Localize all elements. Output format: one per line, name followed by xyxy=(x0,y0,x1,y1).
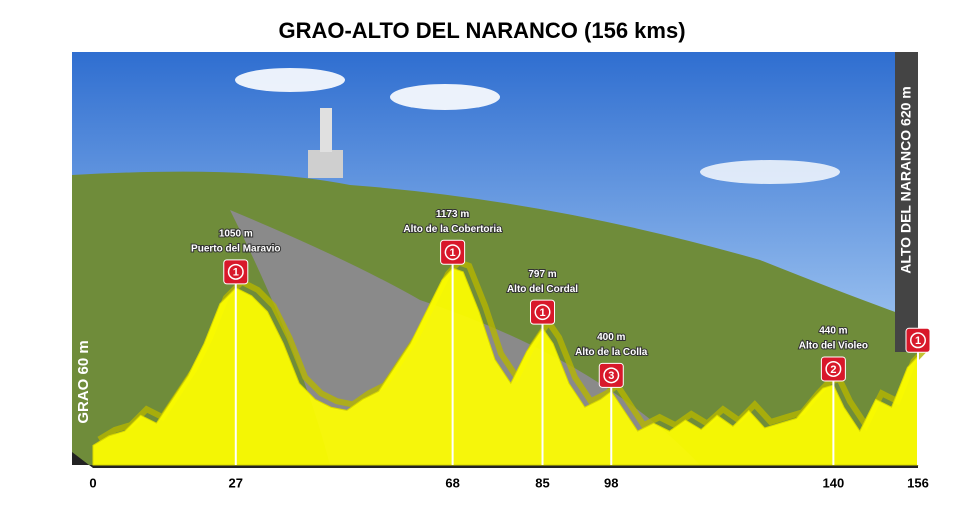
x-tick-label: 140 xyxy=(823,475,845,490)
climb-category: 1 xyxy=(233,267,239,279)
cloud xyxy=(700,160,840,184)
climb-name: Alto del Violeo xyxy=(799,341,868,352)
climb-elevation: 440 m xyxy=(819,326,847,337)
x-tick-label: 0 xyxy=(89,475,96,490)
background-statue xyxy=(308,150,343,178)
climb-category: 1 xyxy=(915,335,921,347)
chart-title: GRAO-ALTO DEL NARANCO (156 kms) xyxy=(278,18,685,43)
x-tick-label: 85 xyxy=(535,475,549,490)
climb-badge-inner xyxy=(604,368,618,382)
climb-badge-inner xyxy=(446,245,460,259)
climb-elevation: 1050 m xyxy=(219,228,253,239)
climb-elevation: 1173 m xyxy=(436,209,469,220)
climb-elevation: 797 m xyxy=(528,269,556,280)
climb-category: 1 xyxy=(450,247,456,259)
climb-category: 3 xyxy=(608,370,614,382)
climb-category: 2 xyxy=(830,364,836,376)
climb-badge-inner xyxy=(826,362,840,376)
climb-name: Alto de la Cobertoria xyxy=(403,224,502,235)
climb-category: 1 xyxy=(539,307,545,319)
cloud xyxy=(390,84,500,110)
climb-name: Alto de la Colla xyxy=(575,347,648,358)
climb-name: Puerto del Maravio xyxy=(191,243,280,254)
background-statue xyxy=(320,108,332,152)
x-tick-label: 156 xyxy=(907,475,929,490)
climb-elevation: 400 m xyxy=(597,332,625,343)
start-label: GRAO 60 m xyxy=(75,340,92,423)
climb-badge-inner xyxy=(536,305,550,319)
climb-badge-inner xyxy=(911,333,925,347)
end-label: ALTO DEL NARANCO 620 m xyxy=(898,86,914,273)
x-tick-label: 27 xyxy=(229,475,243,490)
x-tick-label: 98 xyxy=(604,475,618,490)
x-tick-label: 68 xyxy=(445,475,459,490)
end-bar xyxy=(895,52,918,352)
floor-edge xyxy=(72,452,918,468)
climb-badge-inner xyxy=(229,265,243,279)
cloud xyxy=(235,68,345,92)
climb-name: Alto del Cordal xyxy=(507,284,578,295)
